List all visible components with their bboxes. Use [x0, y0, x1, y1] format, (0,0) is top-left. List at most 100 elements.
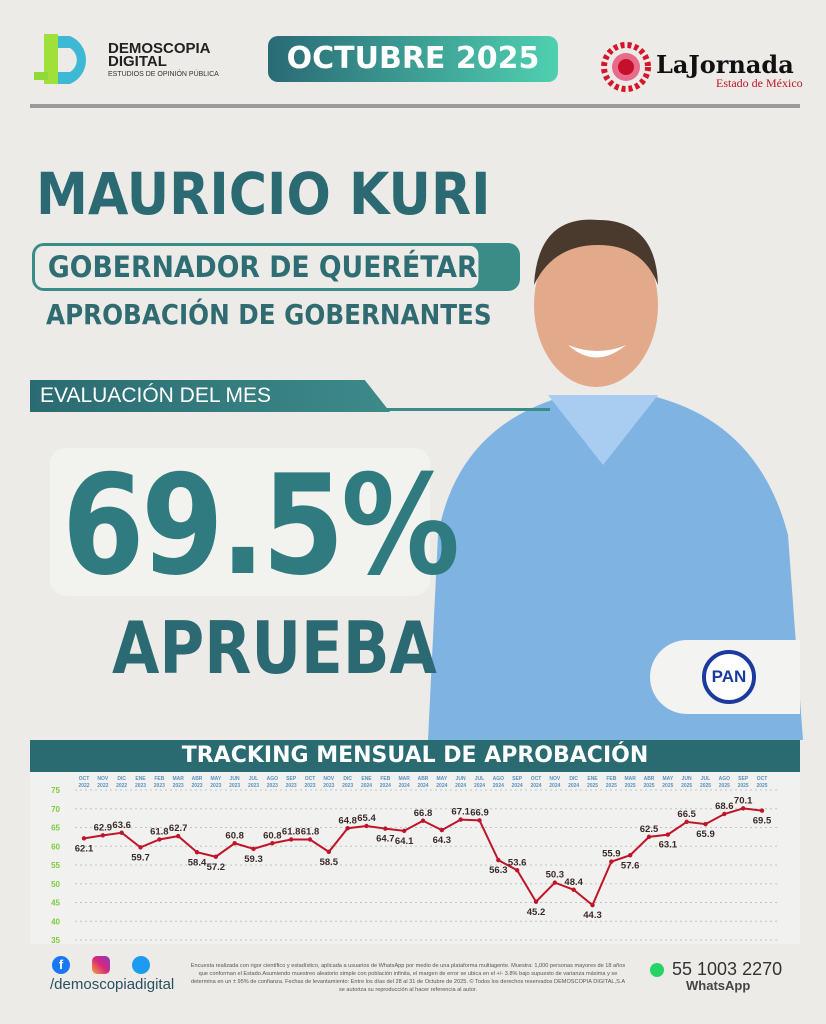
data-point [646, 834, 652, 840]
chart-area [30, 772, 800, 944]
data-label: 63.1 [659, 840, 678, 851]
x-tick-label: OCT 2023 [304, 776, 315, 789]
data-label: 66.9 [470, 807, 489, 818]
x-tick-label: OCT 2024 [530, 776, 541, 789]
phone-label: WhatsApp [686, 978, 751, 993]
y-tick-label: 60 [51, 842, 60, 851]
brand-tagline: ESTUDIOS DE OPINIÓN PÚBLICA [108, 71, 219, 78]
data-point [100, 833, 106, 838]
y-tick-label: 55 [51, 861, 60, 870]
x-tick-label: JUN 2025 [681, 776, 692, 789]
x-tick-label: JUN 2024 [455, 776, 466, 789]
data-point [138, 845, 143, 850]
data-label: 60.8 [263, 830, 282, 841]
x-tick-label: SEP 2025 [738, 776, 749, 789]
data-point [514, 868, 520, 873]
month-badge: OCTUBRE 2025 [268, 36, 558, 82]
data-label: 62.9 [94, 822, 113, 833]
x-tick-label: FEB 2024 [380, 776, 391, 789]
data-point [552, 880, 558, 885]
x-tick-label: NOV 2024 [549, 776, 561, 789]
data-label: 58.4 [188, 857, 207, 868]
data-label: 61.8 [301, 827, 320, 838]
data-label: 68.6 [715, 801, 734, 812]
data-point [458, 817, 463, 822]
data-point [232, 841, 237, 846]
data-label: 64.3 [433, 835, 452, 846]
data-label: 55.9 [602, 849, 621, 860]
x-tick-label: MAY 2025 [662, 776, 674, 789]
data-label: 56.3 [489, 865, 508, 876]
y-tick-label: 50 [51, 880, 60, 889]
chart-title: TRACKING MENSUAL DE APROBACIÓN [30, 740, 800, 772]
data-label: 66.5 [677, 809, 696, 820]
data-point [251, 846, 256, 852]
data-point [609, 859, 614, 864]
data-point [496, 857, 501, 863]
eval-label: EVALUACIÓN DEL MES [30, 380, 390, 412]
y-tick-label: 65 [51, 824, 60, 833]
partner-logo [600, 42, 660, 92]
x-tick-label: MAR 2024 [398, 776, 410, 789]
twitter-icon[interactable] [132, 956, 150, 974]
instagram-icon[interactable] [92, 956, 110, 974]
partner-subtitle: Estado de México [716, 76, 803, 90]
approval-value: 69.5% [62, 445, 460, 606]
data-point [326, 849, 332, 855]
data-label: 60.8 [225, 830, 244, 841]
x-tick-label: NOV 2022 [97, 776, 109, 789]
position-box: GOBERNADOR DE QUERÉTARO [32, 243, 520, 291]
whatsapp-icon [650, 963, 664, 977]
disclaimer: Encuesta realizada con rigor científico … [190, 963, 626, 993]
x-tick-label: SEP 2023 [286, 776, 297, 789]
x-tick-label: MAY 2024 [436, 776, 448, 789]
y-tick-label: 40 [51, 917, 60, 926]
approval-box [50, 448, 430, 596]
x-tick-label: DIC 2023 [342, 776, 353, 789]
party-logo: PAN [702, 650, 756, 704]
facebook-icon[interactable]: f [52, 956, 70, 974]
data-point [81, 836, 87, 841]
divider [30, 104, 800, 108]
x-tick-label: AGO 2025 [719, 776, 731, 789]
party-badge: PAN [650, 640, 800, 714]
data-point [307, 837, 313, 842]
data-label: 57.2 [207, 862, 226, 873]
data-point [627, 853, 633, 858]
data-label: 65.9 [696, 829, 715, 840]
data-label: 59.3 [244, 854, 263, 865]
x-tick-label: ABR 2023 [191, 776, 202, 789]
data-point [175, 833, 181, 839]
data-label: 62.1 [75, 843, 94, 854]
data-point [345, 826, 350, 831]
social-icons: f [52, 956, 150, 974]
data-label: 44.3 [583, 910, 602, 921]
brand-logo [34, 34, 104, 88]
x-tick-label: AGO 2023 [267, 776, 279, 789]
demoscopia-logo-icon [34, 34, 86, 84]
data-point [288, 837, 294, 842]
data-label: 58.5 [320, 857, 339, 868]
x-tick-label: MAR 2025 [624, 776, 636, 789]
x-tick-label: SEP 2024 [512, 776, 523, 789]
data-point [759, 808, 765, 813]
y-tick-label: 75 [51, 786, 60, 795]
data-label: 53.6 [508, 857, 526, 868]
approval-line-chart: 75 70 65 60 55 50 45 40 35 OCT 2022 NOV 2022 DIC 2022 E… [51, 776, 778, 945]
data-point [665, 832, 671, 837]
data-label: 48.4 [564, 877, 583, 888]
data-point [157, 837, 162, 842]
data-point [703, 821, 708, 827]
governor-name: MAURICIO KURI [36, 160, 491, 228]
data-label: 65.4 [357, 813, 376, 824]
x-tick-label: AGO 2024 [493, 776, 505, 789]
data-point [401, 828, 407, 834]
data-point [383, 826, 388, 831]
x-tick-label: NOV 2023 [323, 776, 335, 789]
brand-name: DEMOSCOPIA [108, 40, 211, 57]
data-point [477, 818, 482, 823]
data-label: 62.7 [169, 823, 188, 834]
y-tick-label: 45 [51, 899, 60, 908]
x-tick-label: FEB 2025 [606, 776, 617, 789]
data-label: 67.1 [451, 807, 470, 818]
